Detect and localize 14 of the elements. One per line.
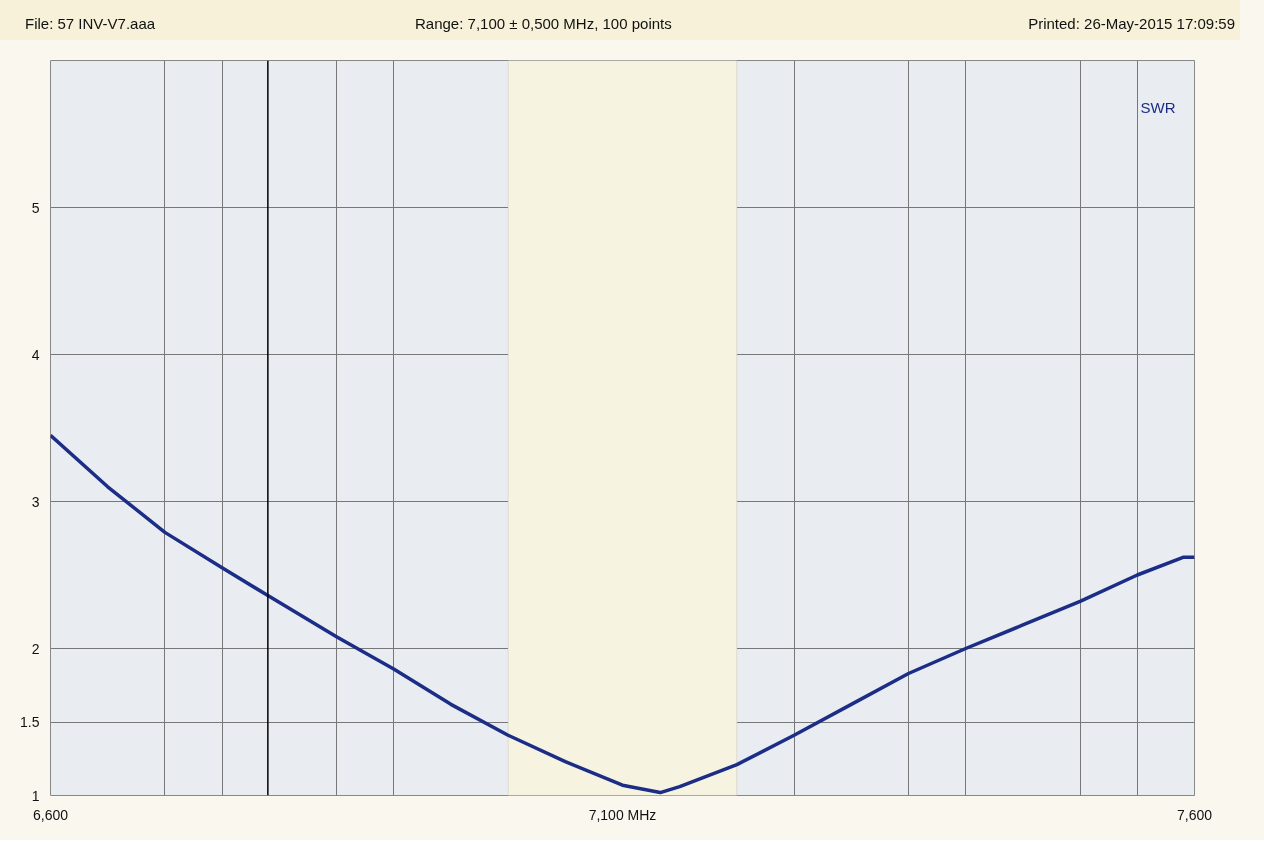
text: File: 57 INV-V7.aaa bbox=[25, 14, 156, 34]
y-tick-label: 4 bbox=[31, 346, 40, 363]
line-series bbox=[50, 433, 1195, 795]
y-tick-label: 1.5 bbox=[20, 714, 40, 730]
y-tick-label: 2 bbox=[31, 640, 40, 657]
text: SWR bbox=[1140, 98, 1176, 116]
x-tick-label: 6,600 bbox=[32, 806, 69, 823]
text: Printed: 26-May-2015 17:09:59 bbox=[1028, 14, 1235, 34]
text: Range: 7,100 ± 0,500 MHz, 100 points bbox=[415, 14, 672, 34]
y-tick-label: 1 bbox=[31, 787, 40, 804]
y-tick-label: 3 bbox=[31, 493, 40, 510]
x-tick-label: 7,100 MHz bbox=[588, 806, 657, 823]
y-tick-label: 5 bbox=[31, 199, 40, 216]
x-tick-label: 7,600 bbox=[1176, 806, 1213, 823]
